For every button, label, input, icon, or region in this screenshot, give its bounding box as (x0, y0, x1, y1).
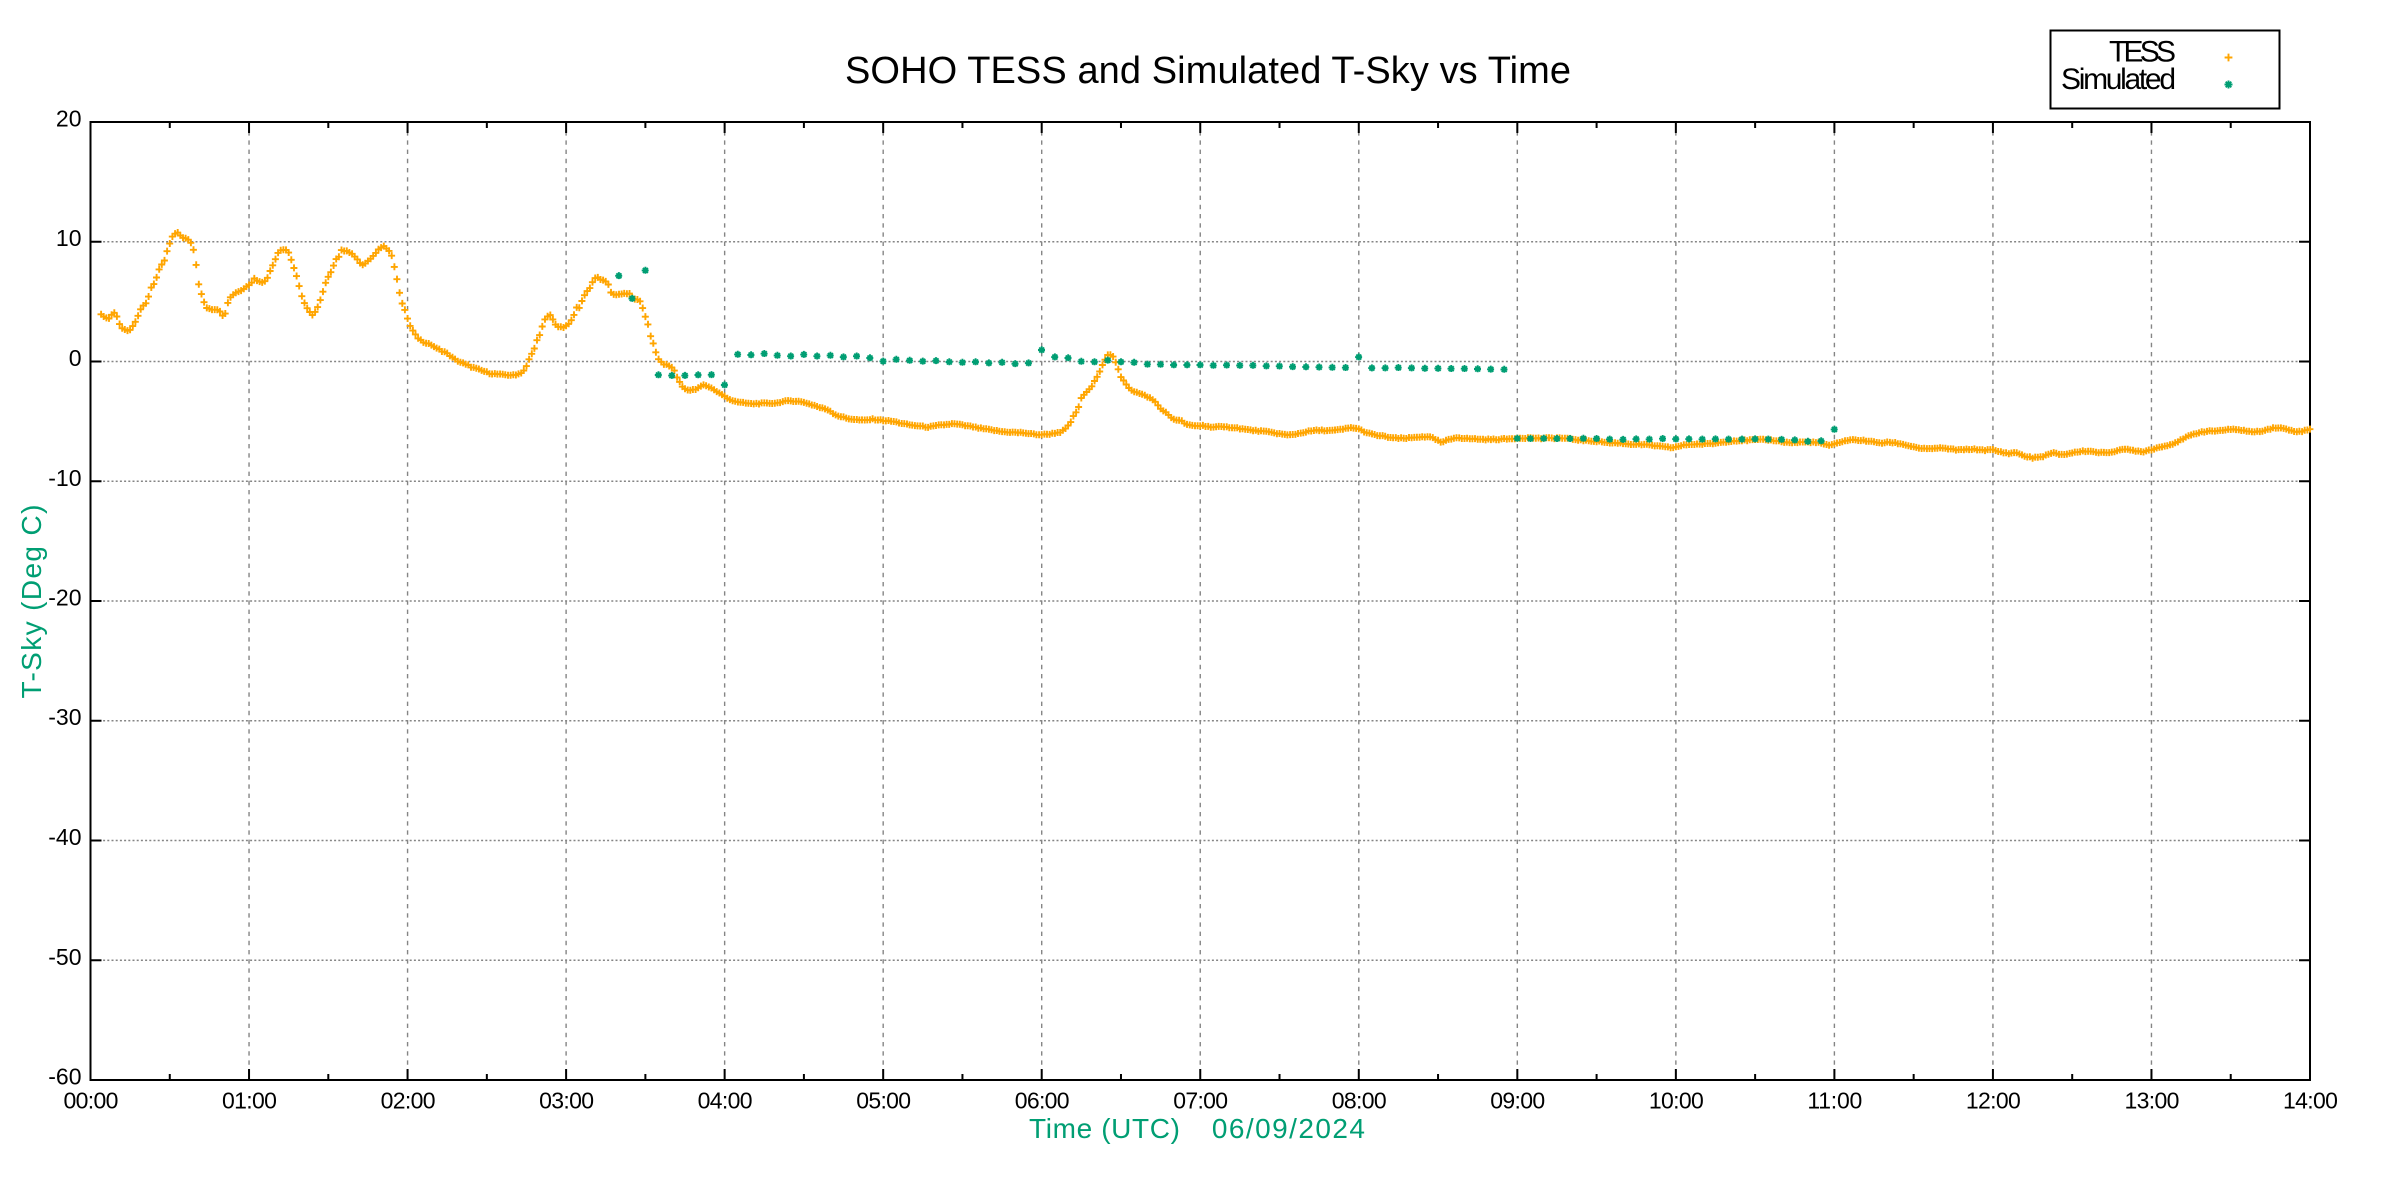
svg-text:-30: -30 (48, 704, 81, 730)
svg-text:05:00: 05:00 (856, 1088, 910, 1114)
svg-text:01:00: 01:00 (222, 1088, 276, 1114)
svg-text:09:00: 09:00 (1490, 1088, 1544, 1114)
svg-text:06:00: 06:00 (1015, 1088, 1069, 1114)
svg-text:-20: -20 (48, 585, 81, 611)
svg-text:Time (UTC): Time (UTC) (1029, 1113, 1180, 1144)
svg-text:04:00: 04:00 (698, 1088, 752, 1114)
svg-text:20: 20 (56, 106, 82, 132)
svg-text:TESS: TESS (2109, 36, 2176, 69)
svg-text:12:00: 12:00 (1966, 1088, 2020, 1114)
svg-text:-10: -10 (48, 465, 81, 491)
svg-text:14:00: 14:00 (2283, 1088, 2337, 1114)
svg-text:03:00: 03:00 (539, 1088, 593, 1114)
svg-text:07:00: 07:00 (1173, 1088, 1227, 1114)
svg-text:10:00: 10:00 (1649, 1088, 1703, 1114)
svg-text:02:00: 02:00 (381, 1088, 435, 1114)
svg-text:-40: -40 (48, 824, 81, 850)
svg-text:00:00: 00:00 (64, 1088, 118, 1114)
svg-text:-60: -60 (48, 1064, 81, 1090)
svg-text:08:00: 08:00 (1332, 1088, 1386, 1114)
svg-text:SOHO TESS and Simulated T-Sky: SOHO TESS and Simulated T-Sky vs Time (845, 50, 1571, 92)
svg-text:10: 10 (56, 225, 82, 251)
svg-text:0: 0 (69, 345, 82, 371)
svg-text:-50: -50 (48, 944, 81, 970)
svg-text:13:00: 13:00 (2125, 1088, 2179, 1114)
svg-text:Simulated: Simulated (2061, 63, 2176, 96)
svg-text:06/09/2024: 06/09/2024 (1212, 1113, 1365, 1144)
svg-text:11:00: 11:00 (1807, 1088, 1861, 1114)
